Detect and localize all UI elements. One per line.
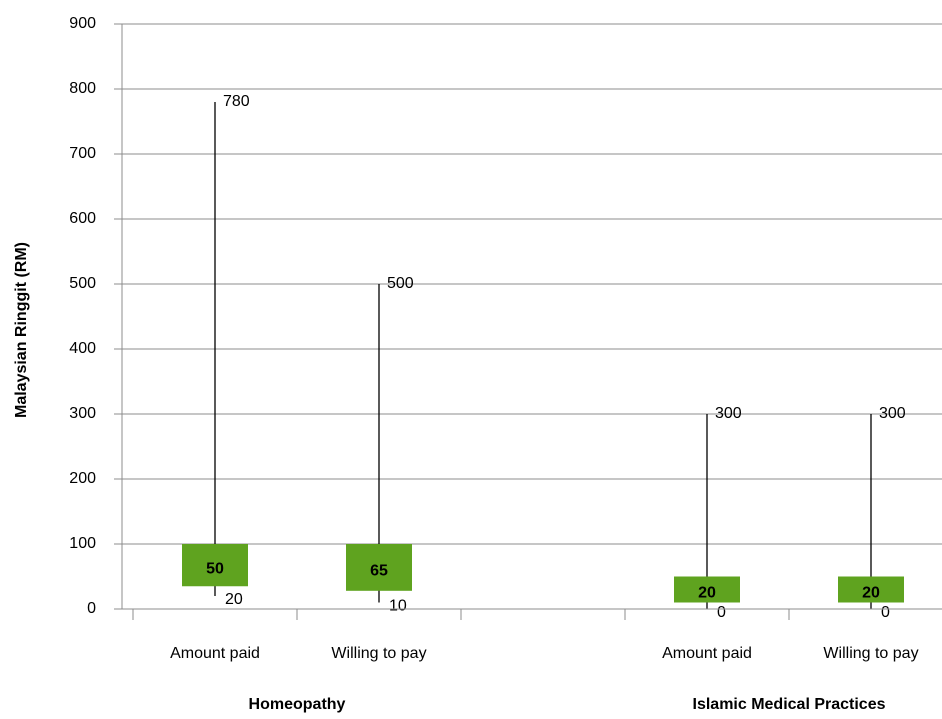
median-label: 20 [698,585,716,602]
low-label: 0 [881,604,890,621]
median-label: 50 [206,560,224,577]
x-tick-label: Willing to pay [823,645,918,662]
high-label: 500 [387,275,414,292]
y-tick-label: 200 [69,470,96,487]
low-label: 20 [225,591,243,608]
y-tick-label: 800 [69,80,96,97]
y-tick-label: 300 [69,405,96,422]
low-label: 0 [717,604,726,621]
box [346,544,412,591]
box [838,576,904,603]
y-axis-label: Malaysian Ringgit (RM) [13,242,30,418]
y-tick-label: 400 [69,340,96,357]
x-tick-label: Willing to pay [331,645,426,662]
median-label: 65 [370,563,388,580]
low-label: 10 [389,598,407,615]
high-label: 300 [879,405,906,422]
y-tick-label: 900 [69,15,96,32]
group-label: Homeopathy [249,696,346,713]
box [674,576,740,603]
x-tick-label: Amount paid [662,645,752,662]
high-label: 300 [715,405,742,422]
y-tick-label: 100 [69,535,96,552]
y-tick-label: 700 [69,145,96,162]
group-label: Islamic Medical Practices [693,696,886,713]
box [182,544,248,587]
median-label: 20 [862,585,880,602]
y-tick-label: 0 [87,600,96,617]
y-tick-label: 500 [69,275,96,292]
x-tick-label: Amount paid [170,645,260,662]
y-tick-label: 600 [69,210,96,227]
high-label: 780 [223,93,250,110]
